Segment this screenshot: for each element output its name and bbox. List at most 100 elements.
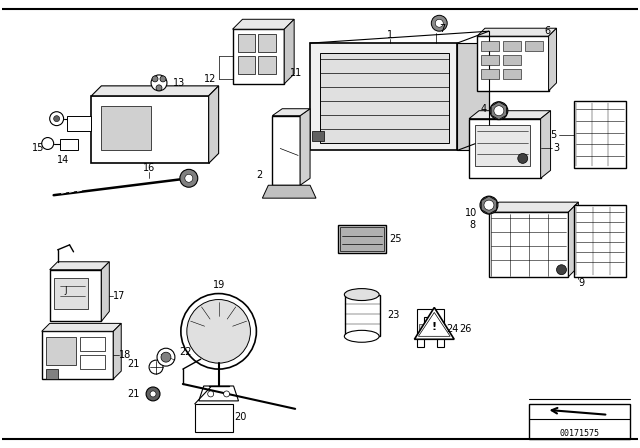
Ellipse shape bbox=[344, 289, 379, 301]
Bar bbox=[503, 41, 521, 51]
Circle shape bbox=[431, 15, 447, 31]
Bar bbox=[237, 56, 255, 74]
Bar bbox=[259, 56, 276, 74]
Text: 26: 26 bbox=[459, 324, 472, 334]
Bar bbox=[312, 130, 324, 141]
Bar bbox=[477, 36, 548, 91]
Text: 11: 11 bbox=[290, 68, 303, 78]
Text: 9: 9 bbox=[579, 278, 584, 288]
Circle shape bbox=[208, 391, 214, 397]
Bar bbox=[92, 96, 209, 164]
Polygon shape bbox=[232, 19, 294, 29]
Circle shape bbox=[223, 391, 230, 397]
Bar bbox=[42, 332, 113, 379]
Bar bbox=[54, 278, 88, 310]
Circle shape bbox=[557, 265, 566, 275]
Text: !: ! bbox=[432, 323, 437, 332]
Text: 17: 17 bbox=[113, 291, 125, 301]
Polygon shape bbox=[113, 323, 121, 379]
Circle shape bbox=[484, 200, 494, 210]
Circle shape bbox=[156, 85, 162, 91]
Polygon shape bbox=[541, 111, 550, 178]
Bar bbox=[525, 41, 543, 51]
Polygon shape bbox=[92, 86, 219, 96]
Text: 18: 18 bbox=[119, 350, 131, 360]
Bar bbox=[575, 101, 626, 168]
Circle shape bbox=[187, 300, 250, 363]
Circle shape bbox=[42, 138, 54, 150]
Bar bbox=[272, 116, 300, 185]
Bar bbox=[340, 227, 383, 251]
Text: 10: 10 bbox=[465, 208, 477, 218]
Ellipse shape bbox=[344, 330, 379, 342]
Circle shape bbox=[160, 76, 166, 82]
Text: 21: 21 bbox=[127, 359, 139, 369]
Text: 22: 22 bbox=[179, 347, 191, 357]
Text: 00171575: 00171575 bbox=[559, 429, 600, 438]
Bar bbox=[575, 205, 626, 277]
Bar bbox=[489, 212, 568, 277]
Circle shape bbox=[181, 293, 257, 369]
Bar bbox=[79, 337, 106, 351]
Bar bbox=[320, 53, 449, 142]
Text: 8: 8 bbox=[469, 220, 475, 230]
Text: 14: 14 bbox=[57, 155, 69, 165]
Bar bbox=[345, 294, 380, 336]
Bar bbox=[338, 225, 385, 253]
Bar bbox=[101, 106, 151, 151]
Text: 6: 6 bbox=[545, 26, 551, 36]
Polygon shape bbox=[300, 109, 310, 185]
Bar bbox=[67, 116, 92, 130]
Polygon shape bbox=[489, 202, 579, 212]
Polygon shape bbox=[262, 185, 316, 198]
Circle shape bbox=[518, 154, 528, 164]
Bar bbox=[481, 55, 499, 65]
Text: 24: 24 bbox=[446, 324, 459, 334]
Circle shape bbox=[494, 106, 504, 116]
Bar bbox=[503, 55, 521, 65]
Polygon shape bbox=[417, 310, 444, 347]
Polygon shape bbox=[284, 19, 294, 84]
Bar bbox=[60, 138, 77, 151]
Text: 16: 16 bbox=[143, 164, 155, 173]
Polygon shape bbox=[548, 28, 557, 91]
Bar bbox=[195, 404, 232, 432]
Polygon shape bbox=[50, 262, 109, 270]
Bar bbox=[419, 324, 441, 332]
Polygon shape bbox=[568, 202, 579, 277]
Bar bbox=[481, 41, 499, 51]
Text: 25: 25 bbox=[390, 234, 402, 244]
Circle shape bbox=[150, 391, 156, 397]
Polygon shape bbox=[272, 109, 310, 116]
Bar bbox=[79, 355, 106, 369]
Polygon shape bbox=[209, 86, 219, 164]
Bar bbox=[529, 404, 630, 439]
Polygon shape bbox=[469, 111, 550, 119]
Text: 15: 15 bbox=[32, 143, 44, 154]
Text: 2: 2 bbox=[256, 170, 262, 180]
Circle shape bbox=[157, 348, 175, 366]
Bar bbox=[45, 337, 76, 365]
Bar bbox=[232, 29, 284, 84]
Bar bbox=[475, 125, 530, 166]
Text: 4: 4 bbox=[481, 104, 487, 114]
Circle shape bbox=[480, 196, 498, 214]
Bar bbox=[469, 119, 541, 178]
Polygon shape bbox=[101, 262, 109, 321]
Bar bbox=[310, 43, 457, 151]
Text: 7: 7 bbox=[439, 24, 445, 34]
Text: J: J bbox=[65, 286, 67, 295]
Bar bbox=[50, 270, 101, 321]
Circle shape bbox=[151, 75, 167, 91]
Bar bbox=[259, 34, 276, 52]
Circle shape bbox=[161, 352, 171, 362]
Text: 20: 20 bbox=[234, 412, 246, 422]
Bar bbox=[503, 69, 521, 79]
Text: 1: 1 bbox=[387, 30, 392, 40]
Circle shape bbox=[435, 19, 444, 27]
Circle shape bbox=[149, 360, 163, 374]
Text: 23: 23 bbox=[388, 310, 400, 320]
Text: 13: 13 bbox=[173, 78, 185, 88]
Polygon shape bbox=[491, 102, 507, 120]
Circle shape bbox=[490, 102, 508, 120]
